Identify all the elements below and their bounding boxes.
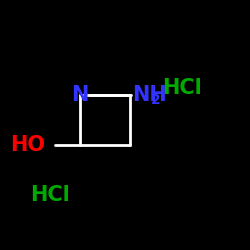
Text: HCl: HCl <box>30 185 70 205</box>
Text: NH: NH <box>132 85 167 105</box>
Text: HO: HO <box>10 135 45 155</box>
Text: HCl: HCl <box>162 78 202 98</box>
Text: 2: 2 <box>150 94 160 108</box>
Text: N: N <box>71 85 89 105</box>
